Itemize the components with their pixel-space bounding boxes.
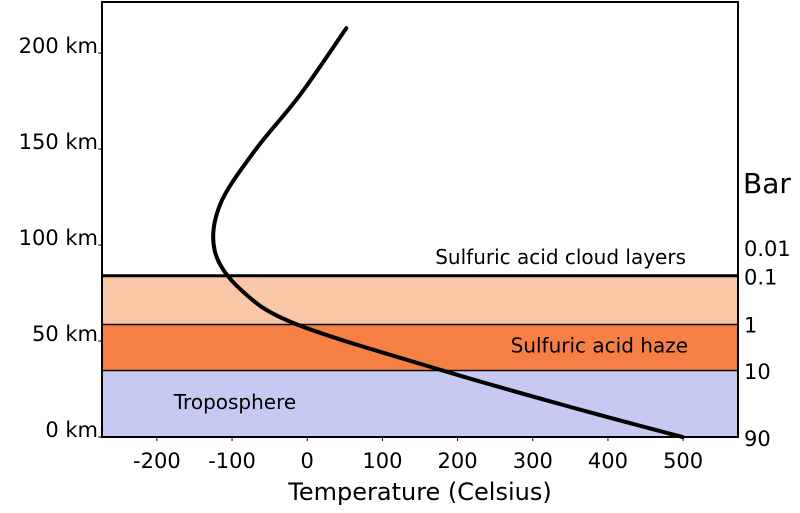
layer-band bbox=[102, 275, 738, 324]
pressure-label: 0.1 bbox=[744, 266, 777, 290]
x-tick-label: 500 bbox=[663, 449, 703, 473]
y-tick-label: 100 km bbox=[19, 226, 98, 250]
y-tick-label: 50 km bbox=[32, 322, 98, 346]
pressure-label: 1 bbox=[744, 314, 757, 338]
layer-label: Sulfuric acid haze bbox=[511, 333, 688, 357]
x-axis-label: Temperature (Celsius) bbox=[287, 478, 551, 506]
x-tick-label: 400 bbox=[588, 449, 628, 473]
pressure-label: 10 bbox=[744, 360, 771, 384]
y-tick-label: 200 km bbox=[19, 34, 98, 58]
plot-frame bbox=[101, 1, 739, 438]
y-tick-label: 0 km bbox=[45, 418, 98, 442]
temperature-line bbox=[211, 26, 685, 439]
y2-axis-label: Bar bbox=[743, 167, 791, 200]
x-tick-label: 200 bbox=[438, 449, 478, 473]
x-tick-label: 0 bbox=[301, 449, 314, 473]
x-tick-label: 300 bbox=[513, 449, 553, 473]
layer-label: Troposphere bbox=[173, 390, 296, 414]
y-tick-label: 150 km bbox=[19, 130, 98, 154]
layer-label: Sulfuric acid cloud layers bbox=[435, 245, 686, 269]
x-tick-label: -100 bbox=[208, 449, 256, 473]
x-tick-label: -200 bbox=[133, 449, 181, 473]
pressure-label: 90 bbox=[744, 427, 771, 451]
pressure-label: 0.01 bbox=[744, 237, 791, 261]
layer-band bbox=[102, 369, 738, 437]
x-tick-label: 100 bbox=[362, 449, 402, 473]
